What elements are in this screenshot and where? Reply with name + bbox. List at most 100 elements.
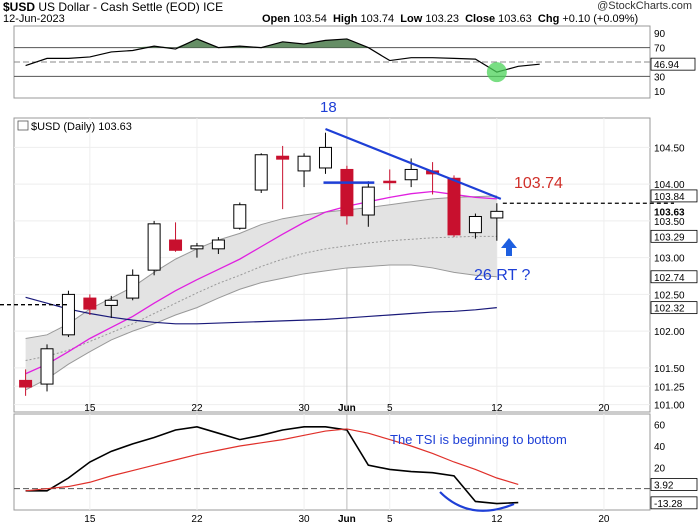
up-arrow-icon [501,238,517,256]
osc-y-tick: 30 [654,72,666,83]
high-level-annotation: 103.74 [514,175,563,192]
candle [233,202,247,230]
tsi-x-tick: 15 [84,514,96,525]
high-value: 103.74 [360,13,395,25]
price-right-label-box [650,301,698,315]
close-value: 103.63 [498,13,532,25]
candle-body [254,154,268,191]
candle-body [40,348,54,385]
candle-body [468,215,482,234]
candle [276,145,290,210]
chart-title: $USD US Dollar - Cash Settle (EOD) ICE [3,0,223,14]
tsi-x-tick: Jun [338,514,356,525]
tsi-x-tick: 20 [598,514,610,525]
resistance-trendline [325,128,502,200]
candle [169,222,183,252]
candle-body [126,274,140,299]
candle-body [61,293,75,336]
candle-body [490,210,504,219]
osc-dip-marker [486,62,507,83]
target-annotation: 26 RT ? [474,267,530,284]
candle-body [233,204,247,229]
candle [126,269,140,301]
tsi-note: The TSI is beginning to bottom [390,432,567,447]
price-y-tick: 104.00 [654,180,685,191]
candle-body [104,299,118,306]
instrument-name: US Dollar - Cash Settle (EOD) [38,0,200,14]
candle [297,153,311,188]
price-right-label: 103.63 [654,207,685,218]
price-y-tick: 101.25 [654,382,685,393]
price-x-tick: 30 [298,403,310,414]
tsi-right-label: -13.28 [654,499,683,510]
candle-body [19,379,33,388]
candle [340,165,354,225]
candle [383,169,397,191]
moving-average-navy [25,296,497,325]
candle-body [211,239,225,250]
open-label: Open [262,13,291,25]
candle-body [169,239,183,251]
osc-overbought-fill [25,38,540,48]
exchange: ICE [203,0,224,14]
tsi-line [25,425,519,505]
candle [361,181,375,227]
bollinger-upper-line [25,195,497,339]
candle [318,132,332,174]
price-right-label-bg [651,205,697,218]
candle [254,153,268,193]
price-right-label-box [650,229,698,243]
osc-value-label: 46.94 [654,60,679,71]
candle [61,290,75,338]
candle [190,242,204,258]
candle [83,294,97,315]
candle-body [147,223,161,271]
price-y-tick: 103.00 [654,254,685,265]
tsi-right-label: 3.92 [654,480,674,491]
candle-body [276,155,290,160]
candle [211,237,225,254]
candle-body [318,146,332,169]
candle-body [297,155,311,172]
tsi-x-tick: 5 [387,514,393,525]
price-x-tick: 15 [84,403,96,414]
open-value: 103.54 [293,13,327,25]
chg-label: Chg [537,13,560,25]
legend-square [17,120,29,131]
price-y-tick: 103.50 [654,217,685,228]
osc-group [14,38,650,77]
candle-body [361,186,375,216]
tsi-y-tick: 60 [654,421,666,432]
tsi-group [14,414,650,510]
price-y-tick: 102.50 [654,290,685,301]
price-y-tick: 102.00 [654,327,685,338]
candle [104,295,118,318]
price-panel-title: $USD (Daily) 103.63 [31,121,132,133]
osc-y-tick: 90 [654,29,666,40]
price-right-label: 102.74 [654,273,685,284]
low-label: Low [400,13,423,25]
peak-count-annotation: 18 [320,99,337,116]
candle-body [404,168,418,181]
tsi-y-tick: 40 [654,442,666,453]
bottoming-arc [439,491,515,512]
tsi-x-tick: 22 [191,514,203,525]
osc-line [25,38,540,73]
candle [490,203,504,241]
price-y-tick: 104.50 [654,143,685,154]
tsi-y-tick: 20 [654,463,666,474]
candle-body [447,177,461,236]
tsi-x-tick: 30 [298,514,310,525]
candle [447,175,461,238]
tsi-panel-frame [13,413,651,511]
price-right-label: 103.29 [654,232,685,243]
candle [468,213,482,239]
candle [147,220,161,276]
osc-y-tick: 10 [654,87,666,98]
low-value: 103.23 [425,13,459,25]
price-panel-frame [13,117,651,413]
price-right-label-box [650,270,698,284]
osc-value-box [650,57,696,71]
price-x-tick: 20 [598,403,610,414]
